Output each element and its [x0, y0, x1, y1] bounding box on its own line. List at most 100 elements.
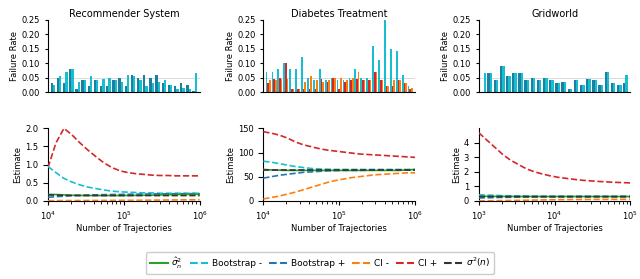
Bar — [88, 86, 90, 92]
Bar — [143, 75, 145, 92]
Bar — [93, 80, 96, 92]
Y-axis label: Failure Rate: Failure Rate — [441, 31, 450, 81]
Bar — [156, 75, 157, 92]
Bar — [521, 73, 523, 92]
Bar — [588, 79, 591, 92]
Bar — [605, 72, 607, 92]
Bar — [490, 73, 492, 92]
Bar — [127, 75, 129, 92]
Bar — [337, 80, 339, 92]
Bar — [69, 69, 72, 92]
Title: Gridworld: Gridworld — [531, 9, 578, 19]
Bar — [266, 72, 268, 92]
Bar — [72, 69, 74, 92]
Bar — [332, 78, 334, 92]
Bar — [180, 83, 182, 92]
Bar — [617, 85, 620, 92]
Bar — [59, 76, 61, 92]
Bar — [57, 78, 59, 92]
Bar — [397, 80, 399, 92]
Bar — [342, 80, 344, 92]
Bar — [164, 80, 166, 92]
Legend: $\hat{\sigma}^2_n$, Bootstrap -, Bootstrap +, CI -, CI +, $\sigma^2(n)$: $\hat{\sigma}^2_n$, Bootstrap -, Bootstr… — [146, 252, 494, 275]
Bar — [625, 75, 628, 92]
Bar — [552, 80, 554, 92]
Bar — [396, 51, 397, 92]
Bar — [316, 80, 318, 92]
Bar — [102, 79, 104, 92]
Bar — [561, 82, 564, 92]
Y-axis label: Estimate: Estimate — [452, 146, 461, 183]
Bar — [326, 82, 328, 92]
Bar — [273, 79, 275, 92]
Bar — [298, 89, 300, 92]
Bar — [125, 86, 127, 92]
Bar — [362, 80, 364, 92]
Bar — [278, 69, 279, 92]
Bar — [574, 80, 576, 92]
Bar — [576, 80, 579, 92]
Bar — [350, 80, 352, 92]
Bar — [380, 80, 381, 92]
Bar — [366, 78, 368, 92]
Bar — [340, 78, 342, 92]
Bar — [100, 86, 102, 92]
Bar — [321, 79, 323, 92]
Bar — [358, 72, 360, 92]
Bar — [405, 83, 407, 92]
Bar — [301, 57, 303, 92]
Bar — [182, 88, 185, 92]
Bar — [281, 79, 282, 92]
X-axis label: Number of Trajectories: Number of Trajectories — [76, 224, 172, 233]
Bar — [53, 85, 55, 92]
Bar — [305, 82, 306, 92]
Bar — [115, 80, 117, 92]
Bar — [488, 73, 490, 92]
Bar — [508, 76, 511, 92]
Bar — [63, 83, 65, 92]
Bar — [140, 80, 141, 92]
Bar — [411, 88, 413, 92]
Title: Diabetes Treatment: Diabetes Treatment — [291, 9, 387, 19]
Bar — [533, 78, 535, 92]
Bar — [307, 78, 308, 92]
Bar — [355, 69, 356, 92]
Bar — [195, 73, 197, 92]
Bar — [386, 86, 387, 92]
Bar — [161, 83, 164, 92]
Bar — [349, 78, 350, 92]
Bar — [81, 80, 84, 92]
Bar — [545, 78, 548, 92]
Bar — [174, 86, 176, 92]
Bar — [595, 80, 597, 92]
Bar — [319, 69, 321, 92]
Bar — [96, 80, 99, 92]
Bar — [493, 80, 496, 92]
Bar — [313, 80, 315, 92]
Bar — [376, 72, 377, 92]
Bar — [133, 76, 136, 92]
Bar — [601, 85, 603, 92]
Bar — [372, 46, 374, 92]
Bar — [268, 83, 269, 92]
Y-axis label: Failure Rate: Failure Rate — [225, 31, 235, 81]
Bar — [170, 85, 172, 92]
Bar — [570, 89, 572, 92]
Bar — [84, 80, 86, 92]
Bar — [292, 89, 294, 92]
Y-axis label: Estimate: Estimate — [226, 146, 235, 183]
Bar — [384, 20, 386, 92]
Bar — [331, 78, 332, 92]
Bar — [387, 86, 389, 92]
X-axis label: Number of Trajectories: Number of Trajectories — [291, 224, 387, 233]
Bar — [77, 82, 80, 92]
Bar — [284, 63, 285, 92]
Bar — [289, 69, 291, 92]
Bar — [168, 85, 170, 92]
Bar — [582, 85, 585, 92]
Bar — [402, 75, 404, 92]
Bar — [598, 85, 601, 92]
Bar — [568, 89, 570, 92]
Bar — [506, 76, 508, 92]
Bar — [500, 66, 502, 92]
